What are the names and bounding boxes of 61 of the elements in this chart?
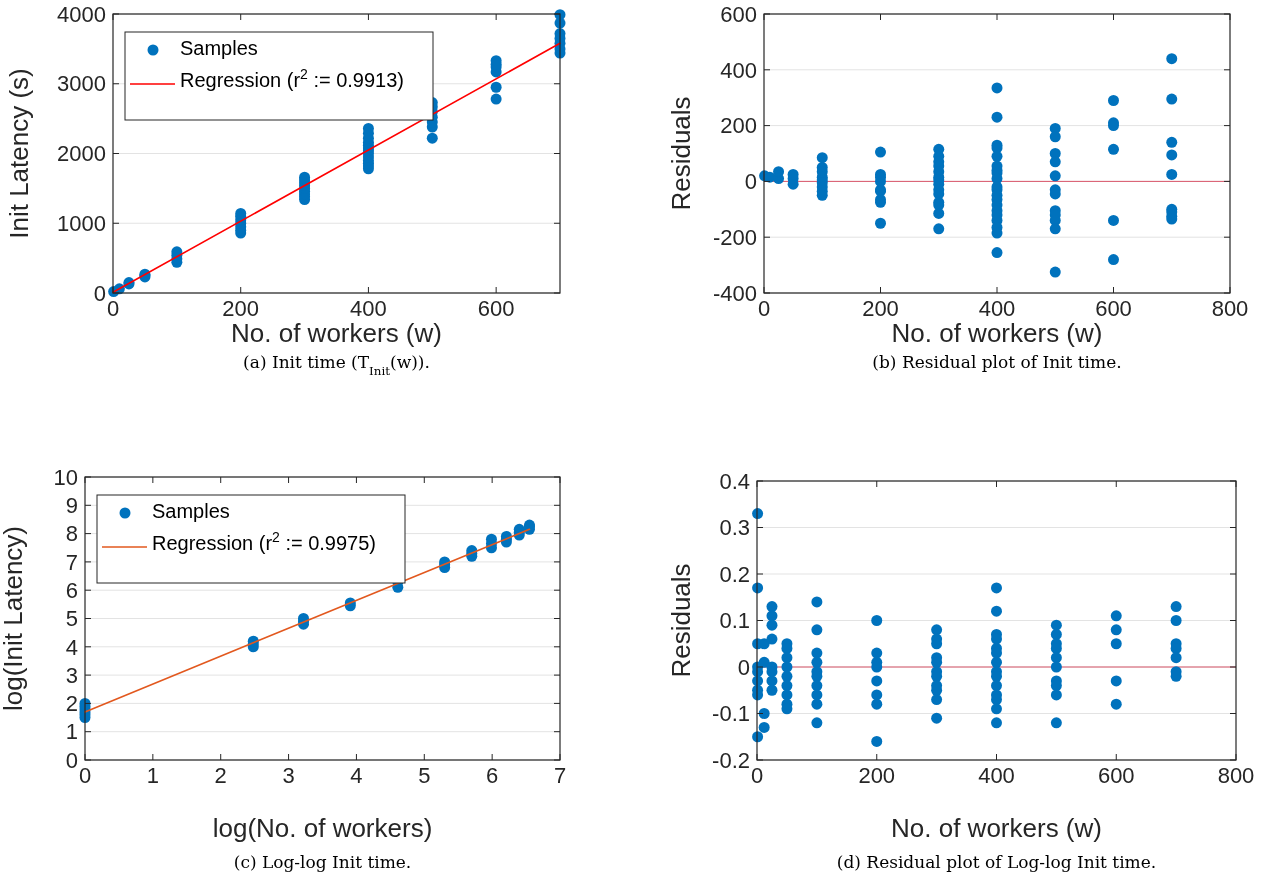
- y-tick-label: 9: [65, 493, 78, 518]
- y-tick-label: 8: [65, 521, 78, 547]
- x-axis-title: No. of workers (w): [891, 318, 1103, 348]
- y-tick-label: 200: [720, 113, 757, 139]
- y-tick-label: 1: [65, 719, 78, 745]
- y-tick-label: 7: [65, 549, 78, 575]
- y-tick-label: 2: [65, 691, 78, 717]
- x-axis-title: No. of workers (w): [891, 813, 1102, 843]
- x-axis-title: log(No. of workers): [212, 813, 433, 843]
- x-tick-label: 3: [282, 763, 295, 788]
- x-tick-label: 800: [1217, 763, 1255, 788]
- y-tick-label: 0.3: [719, 515, 750, 541]
- x-axis-title: No. of workers (w): [231, 318, 442, 348]
- text: (d) Residual plot of Log-log Init time.: [836, 852, 1157, 872]
- x-tick-label: 2: [214, 763, 227, 788]
- y-tick-label: 600: [720, 1, 757, 27]
- x-tick-label: 200: [862, 296, 899, 321]
- text: (c) Log-log Init time.: [233, 852, 412, 872]
- text: (a) Init time (T$_{Init}$(w)).: [243, 352, 430, 378]
- y-tick-label: 3: [65, 662, 78, 688]
- y-tick-label: 0.4: [719, 468, 750, 494]
- y-tick-label: -200: [712, 224, 757, 250]
- x-tick-label: 1: [146, 763, 159, 788]
- y-tick-label: 1000: [57, 210, 106, 236]
- y-tick-label: 10: [53, 464, 78, 490]
- y-tick-label: -400: [712, 280, 757, 306]
- y-tick-label: 4000: [57, 1, 106, 27]
- x-tick-label: 600: [1097, 763, 1135, 788]
- x-tick-label: 6: [486, 763, 499, 788]
- x-tick-label: 4: [350, 763, 363, 788]
- y-axis-title: log(Init Latency): [0, 526, 28, 711]
- y-tick-label: 0.1: [719, 608, 750, 634]
- y-tick-label: 3000: [57, 71, 106, 97]
- x-tick-label: 600: [1095, 296, 1132, 321]
- x-tick-label: 5: [418, 763, 431, 788]
- y-tick-label: 400: [720, 57, 757, 83]
- x-tick-label: 7: [553, 763, 567, 788]
- legend-label: Regression (r$^{2}$ := 0.9975): [152, 529, 377, 554]
- y-tick-label: 0.2: [719, 561, 750, 587]
- legend-label: Regression (r$^{2}$ := 0.9913): [180, 66, 405, 91]
- y-axis-title: Residuals: [666, 96, 696, 211]
- y-tick-label: 0: [744, 169, 757, 195]
- x-tick-label: 400: [978, 763, 1015, 788]
- y-tick-label: -0.1: [712, 701, 750, 727]
- text: (b) Residual plot of Init time.: [872, 352, 1122, 372]
- y-tick-label: 6: [65, 577, 78, 603]
- y-tick-label: 4: [65, 634, 78, 660]
- legend-label: Samples: [180, 37, 258, 59]
- y-tick-label: 5: [65, 606, 78, 632]
- y-axis-title: Residuals: [666, 563, 696, 678]
- legend-label: Samples: [152, 500, 230, 522]
- y-tick-label: 0: [737, 654, 750, 680]
- x-tick-label: 400: [350, 296, 387, 321]
- x-tick-label: 200: [858, 763, 896, 788]
- x-tick-label: 800: [1211, 296, 1249, 321]
- y-tick-label: 2000: [57, 141, 106, 167]
- y-axis-title: Init Latency (s): [4, 68, 34, 239]
- x-tick-label: 600: [477, 296, 515, 321]
- y-tick-label: -0.2: [712, 747, 750, 773]
- x-tick-label: 200: [222, 296, 260, 321]
- x-tick-label: 400: [978, 296, 1016, 321]
